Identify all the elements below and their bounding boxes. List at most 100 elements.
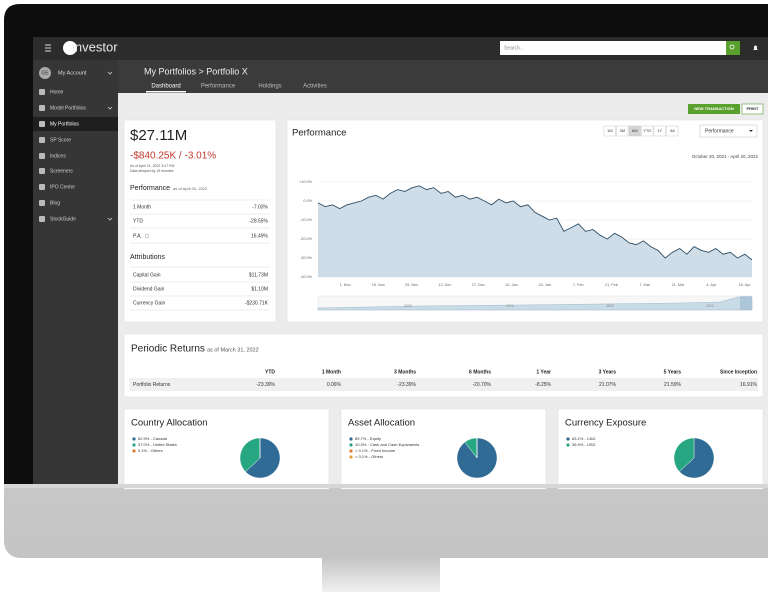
portfolio-value: $27.11M: [130, 127, 187, 144]
search-box[interactable]: [500, 41, 726, 55]
range-label: 1M: [607, 128, 613, 133]
row-label: P.A.: [133, 233, 142, 239]
new-transaction-label: NEW TRANSACTION: [694, 106, 734, 111]
delay-note: Data delayed by 15 minutes: [130, 169, 174, 173]
x-tick-label: 7. Feb: [573, 283, 584, 287]
column-header: 1 Month: [322, 369, 341, 375]
allocation-title: Country Allocation: [131, 418, 208, 429]
sidebar-item[interactable]: My Portfolios: [50, 121, 79, 127]
x-tick-label: 15. Nov: [372, 283, 385, 287]
cell: -23.39%: [397, 382, 416, 388]
tab[interactable]: Performance: [201, 84, 236, 90]
legend-label: 0.1% - Others: [138, 448, 163, 453]
cell: 0.06%: [327, 382, 342, 388]
x-tick-label: 29. Nov: [405, 283, 418, 287]
legend-dot: [349, 455, 353, 459]
sidebar-icon: [39, 168, 45, 174]
legend-label: < 0.1% - Others: [355, 454, 383, 459]
logo-mark: [63, 41, 77, 55]
sidebar-item[interactable]: Home: [50, 89, 64, 95]
sidebar-icon: [39, 89, 45, 95]
sidebar-item[interactable]: Indices: [50, 153, 66, 159]
sidebar-item[interactable]: StockGuide: [50, 216, 76, 222]
range-button[interactable]: [628, 125, 641, 137]
tab[interactable]: Dashboard: [151, 84, 180, 90]
chevron: [107, 71, 113, 75]
sidebar-item[interactable]: IPO Center: [50, 184, 75, 190]
legend-dot: [132, 437, 136, 441]
bell-icon[interactable]: [753, 45, 758, 51]
new-transaction-button[interactable]: [688, 104, 740, 114]
sidebar-item[interactable]: Screeners: [50, 168, 73, 174]
allocation-title: Currency Exposure: [565, 418, 646, 429]
row-value: $1.10M: [251, 286, 268, 292]
x-tick-label: 27. Dec: [472, 283, 485, 287]
search-button[interactable]: [726, 41, 740, 55]
navigator-label: 2021: [506, 304, 514, 308]
summary-card: [123, 119, 277, 323]
row-label: YTD: [133, 218, 143, 224]
column-header: 5 Years: [664, 369, 682, 375]
legend-dot: [566, 437, 570, 441]
column-header: 1 Year: [536, 369, 551, 375]
tab[interactable]: Activities: [303, 84, 327, 90]
range-button[interactable]: [641, 125, 654, 137]
allocation-card: [123, 408, 330, 490]
range-button[interactable]: [666, 125, 679, 137]
pie-slice: [673, 437, 695, 472]
avatar[interactable]: [39, 67, 51, 79]
column-header: 3 Years: [599, 369, 617, 375]
performance-line: [317, 185, 753, 261]
search-icon: [729, 44, 735, 50]
print-button[interactable]: [741, 103, 764, 115]
sidebar-icon: [39, 216, 45, 222]
sidebar-item[interactable]: Model Portfolios: [50, 105, 86, 111]
x-tick-label: 18. Apr: [739, 283, 752, 287]
column-header: YTD: [265, 369, 275, 375]
legend-label: 62.9% - Canada: [138, 436, 168, 441]
cell: 21.07%: [599, 382, 617, 388]
range-button[interactable]: [603, 125, 616, 137]
y-tick-label: +10.0%: [299, 180, 313, 184]
table-row-bg: [129, 378, 758, 391]
allocation-card: [557, 408, 764, 490]
navigator-window[interactable]: [740, 296, 752, 310]
info-icon: [144, 233, 150, 239]
tab[interactable]: Holdings: [258, 84, 281, 90]
range-label: All: [670, 128, 675, 133]
date-range: October 20, 2021 - April 20, 2022: [692, 154, 759, 159]
account-menu[interactable]: My Account: [58, 70, 87, 76]
performance-title: Performance: [292, 128, 346, 139]
x-tick-label: 7. Mar: [639, 283, 650, 287]
legend-label: 36.9% - USD: [572, 442, 595, 447]
cell: -20.70%: [472, 382, 491, 388]
x-tick-label: 13. Dec: [438, 283, 451, 287]
sidebar-item[interactable]: SP Score: [50, 137, 71, 143]
column-header: Since Inception: [720, 369, 757, 375]
logo[interactable]: investor: [72, 39, 118, 54]
periodic-title: Periodic Returns: [131, 344, 205, 355]
chevron: [107, 106, 113, 110]
metric-dropdown[interactable]: [699, 124, 758, 138]
navigator-series: [317, 296, 753, 311]
cell: 16.91%: [740, 382, 758, 388]
sidebar-icon: [39, 105, 45, 111]
range-label: YTD: [643, 128, 651, 133]
legend-label: 10.3% - Cash and Cash Equivalents: [355, 442, 419, 447]
sidebar-active: [33, 117, 118, 131]
y-tick-label: 0.0%: [303, 199, 312, 203]
legend-dot: [132, 449, 136, 453]
row-label: Portfolio Returns: [133, 382, 171, 388]
legend-dot: [349, 437, 353, 441]
row-label: 1 Month: [133, 204, 151, 210]
menu-icon[interactable]: [45, 44, 51, 52]
range-button[interactable]: [653, 125, 666, 137]
row-value: $11.73M: [249, 272, 268, 278]
pie-slice: [245, 437, 281, 479]
sidebar-item[interactable]: Blog: [50, 200, 60, 206]
tab-underline: [146, 91, 186, 93]
page-header: [118, 60, 768, 93]
avatar-initials: GE: [41, 70, 49, 76]
column-header: 6 Months: [469, 369, 491, 375]
range-button[interactable]: [616, 125, 629, 137]
